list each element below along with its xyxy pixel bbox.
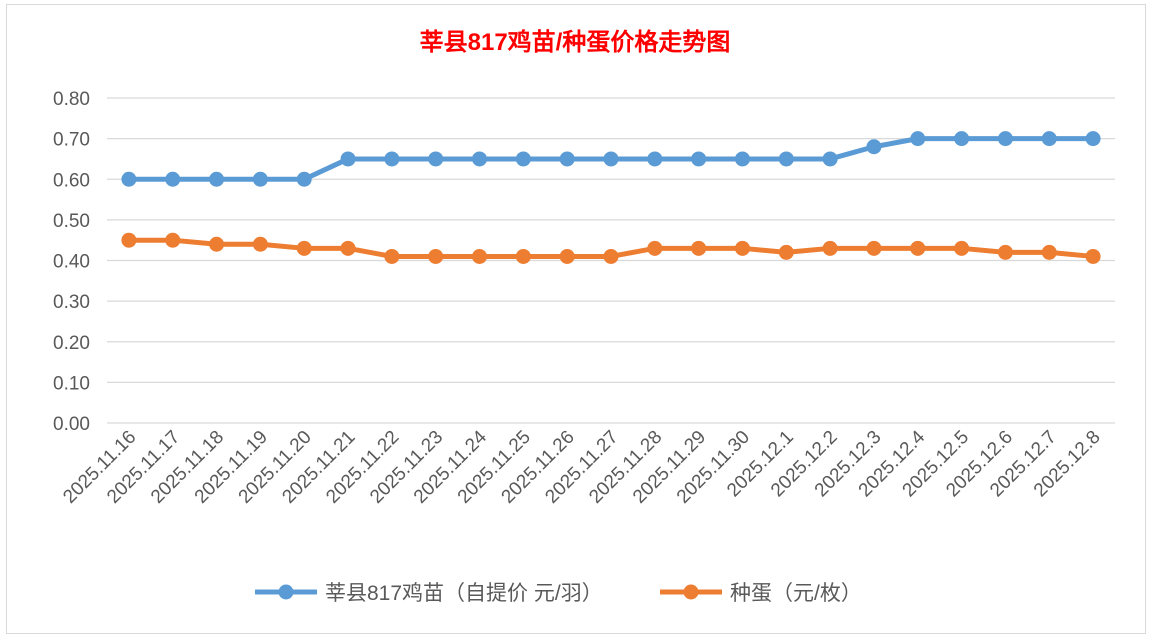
data-point [778, 244, 794, 260]
data-point [252, 236, 268, 252]
data-point [340, 240, 356, 256]
data-point [472, 248, 488, 264]
data-point [1041, 131, 1057, 147]
y-tick-label: 0.80 [53, 89, 90, 110]
data-point [515, 248, 531, 264]
data-point [997, 131, 1013, 147]
data-point [647, 240, 663, 256]
data-point [822, 151, 838, 167]
data-point [691, 240, 707, 256]
data-point [121, 171, 137, 187]
data-point [165, 232, 181, 248]
data-point [734, 240, 750, 256]
chart-title: 莘县817鸡苗/种蛋价格走势图 [420, 28, 731, 56]
chart-frame [6, 4, 1146, 634]
data-point [165, 171, 181, 187]
data-point [1041, 244, 1057, 260]
data-point [296, 240, 312, 256]
y-tick-label: 0.30 [53, 292, 90, 313]
data-point [778, 151, 794, 167]
data-point [647, 151, 663, 167]
legend-label: 种蛋（元/枚） [730, 582, 862, 605]
data-point [559, 248, 575, 264]
data-point [822, 240, 838, 256]
data-point [997, 244, 1013, 260]
data-point [384, 248, 400, 264]
y-tick-label: 0.40 [53, 252, 90, 273]
y-tick-label: 0.20 [53, 333, 90, 354]
data-point [866, 240, 882, 256]
data-point [296, 171, 312, 187]
data-point [209, 236, 225, 252]
data-point [428, 248, 444, 264]
data-point [252, 171, 268, 187]
y-tick-label: 0.10 [53, 373, 90, 394]
y-tick-label: 0.50 [53, 211, 90, 232]
legend-marker [683, 584, 699, 600]
data-point [209, 171, 225, 187]
data-point [1085, 131, 1101, 147]
legend-label: 莘县817鸡苗（自提价 元/羽） [325, 582, 603, 605]
data-point [1085, 248, 1101, 264]
data-point [121, 232, 137, 248]
data-point [866, 139, 882, 155]
data-point [428, 151, 444, 167]
legend-marker [278, 584, 294, 600]
data-point [603, 248, 619, 264]
data-point [734, 151, 750, 167]
data-point [384, 151, 400, 167]
data-point [340, 151, 356, 167]
data-point [910, 131, 926, 147]
data-point [954, 240, 970, 256]
data-point [603, 151, 619, 167]
data-point [691, 151, 707, 167]
data-point [910, 240, 926, 256]
y-tick-label: 0.60 [53, 170, 90, 191]
y-tick-label: 0.70 [53, 130, 90, 151]
data-point [472, 151, 488, 167]
data-point [559, 151, 575, 167]
y-tick-label: 0.00 [53, 414, 90, 435]
data-point [515, 151, 531, 167]
data-point [954, 131, 970, 147]
